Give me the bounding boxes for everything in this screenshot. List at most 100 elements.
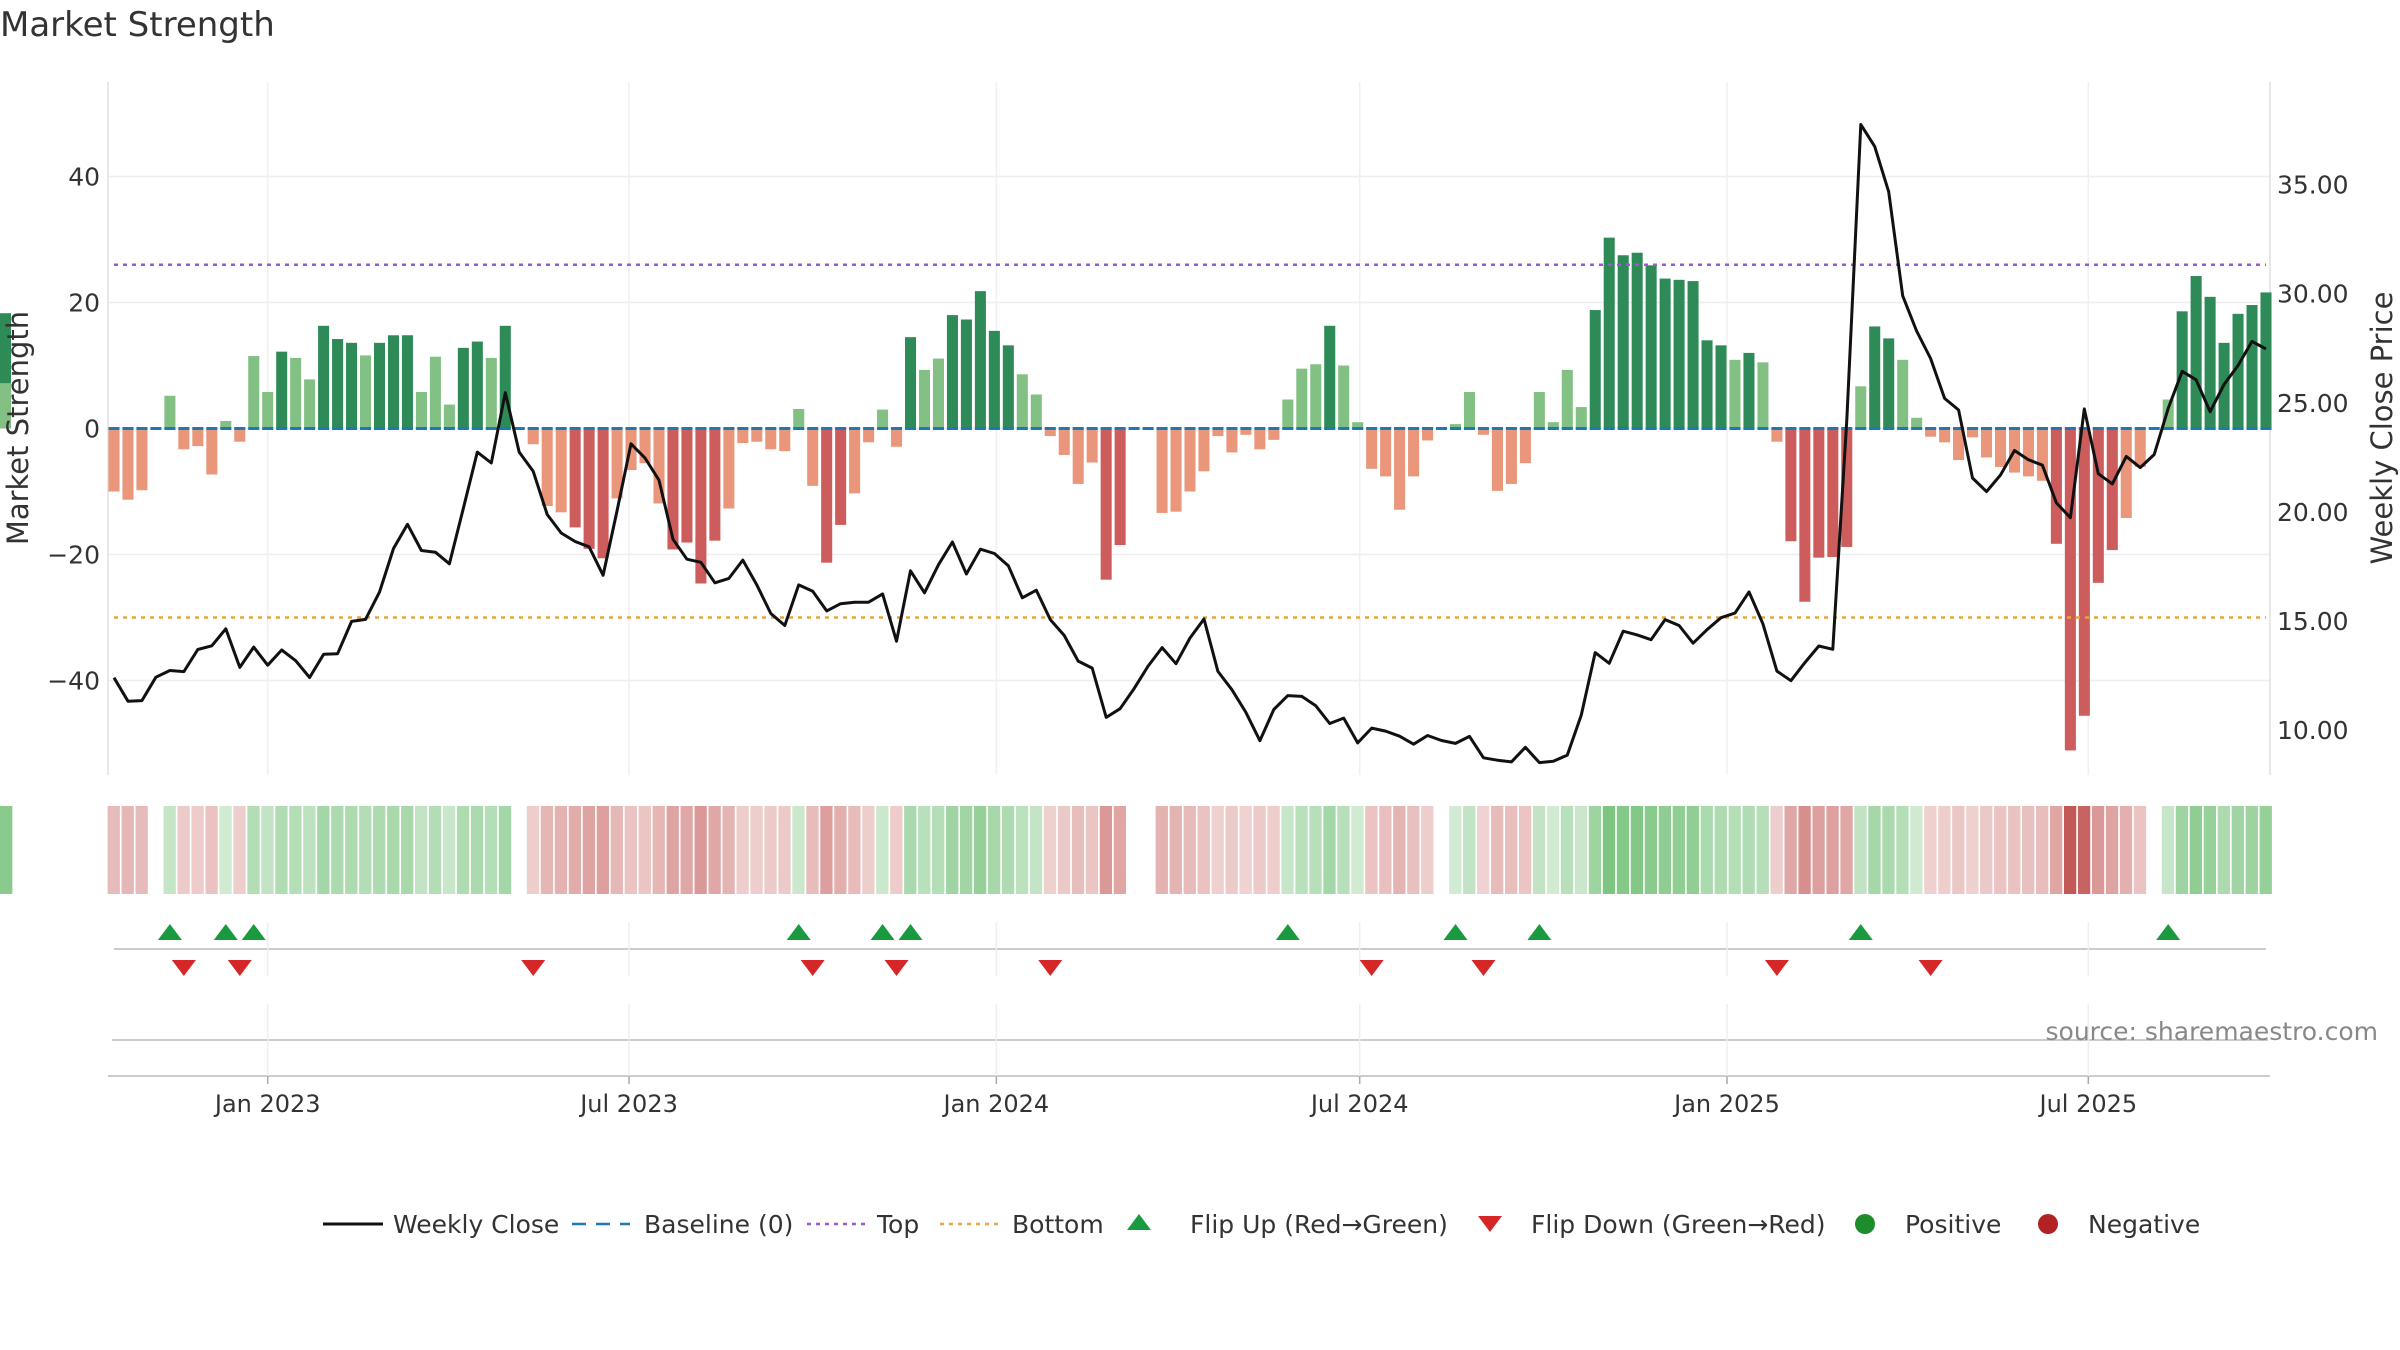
strength-bar bbox=[1757, 362, 1769, 429]
flip-up-marker bbox=[786, 924, 811, 940]
legend-positive[interactable]: Positive bbox=[1855, 1210, 2001, 1239]
legend-baseline[interactable]: Baseline (0) bbox=[572, 1210, 793, 1239]
strength-bar bbox=[0, 313, 12, 429]
strip-cell bbox=[568, 806, 582, 894]
strength-bar bbox=[1645, 265, 1657, 429]
strength-bar bbox=[723, 428, 735, 509]
strip-cell bbox=[1952, 806, 1965, 894]
strength-bar bbox=[443, 404, 455, 429]
strip-cell bbox=[191, 806, 204, 894]
strip-cell bbox=[778, 806, 791, 894]
dot-grid bbox=[266, 1004, 2090, 1076]
strength-bar bbox=[681, 428, 693, 543]
strip-cell bbox=[1351, 806, 1364, 894]
strength-bar bbox=[1701, 340, 1713, 429]
strip-cell bbox=[1798, 806, 1811, 894]
strength-bar bbox=[332, 339, 344, 429]
strip-cell bbox=[554, 806, 568, 894]
strength-bar bbox=[583, 428, 595, 549]
strip-cell bbox=[1505, 806, 1518, 894]
strip-cell bbox=[2217, 806, 2230, 894]
strip-cell bbox=[1449, 806, 1462, 894]
left-y-tick-label: 20 bbox=[68, 289, 100, 318]
right-y-tick-label: 25.00 bbox=[2277, 389, 2349, 418]
strip-cell bbox=[1770, 806, 1783, 894]
strip-cell bbox=[764, 806, 777, 894]
strip-cell bbox=[987, 806, 1001, 894]
strip-cell bbox=[876, 806, 889, 894]
strip-cell bbox=[1924, 806, 1937, 894]
strip-cell bbox=[2245, 806, 2258, 894]
strip-cell bbox=[1854, 806, 1867, 894]
strength-bar bbox=[1030, 394, 1042, 429]
strip-cell bbox=[0, 806, 13, 894]
strip-cell bbox=[792, 806, 805, 894]
strip-cell bbox=[1127, 806, 1141, 894]
strip-cell bbox=[1686, 806, 1699, 894]
strength-bar bbox=[932, 358, 944, 429]
strip-cell bbox=[610, 806, 623, 894]
strip-cell bbox=[1099, 806, 1113, 894]
legend-flip-up[interactable]: Flip Up (Red→Green) bbox=[1127, 1210, 1448, 1239]
legend-bottom[interactable]: Bottom bbox=[940, 1210, 1104, 1239]
legend-negative[interactable]: Negative bbox=[2038, 1210, 2200, 1239]
strength-bar bbox=[1519, 428, 1531, 464]
strip-cell bbox=[1001, 806, 1015, 894]
strip-cell bbox=[1435, 806, 1448, 894]
left-y-tick-label: −40 bbox=[47, 667, 100, 696]
flip-down-marker bbox=[521, 960, 546, 976]
strip-cell bbox=[2036, 806, 2049, 894]
strength-bar bbox=[1184, 428, 1196, 492]
strength-bar bbox=[737, 428, 749, 443]
legend-top[interactable]: Top bbox=[807, 1210, 919, 1239]
right-y-tick-label: 20.00 bbox=[2277, 498, 2349, 527]
strength-bar bbox=[527, 428, 539, 445]
legend-baseline-label: Baseline (0) bbox=[644, 1210, 793, 1239]
legend-weekly-close[interactable]: Weekly Close bbox=[323, 1210, 559, 1239]
strength-bar bbox=[1785, 428, 1797, 542]
flip-down-marker bbox=[1359, 960, 1384, 976]
strength-bar bbox=[192, 428, 204, 447]
strength-bar bbox=[1813, 428, 1825, 558]
strip-cell bbox=[1672, 806, 1685, 894]
strip-cell bbox=[946, 806, 959, 894]
strength-bar bbox=[877, 409, 889, 429]
strip-cell bbox=[1756, 806, 1769, 894]
strip-cell bbox=[1015, 806, 1029, 894]
strip-cell bbox=[442, 806, 456, 894]
strength-bar bbox=[1673, 279, 1685, 429]
right-y-tick-label: 10.00 bbox=[2277, 716, 2349, 745]
strip-cell bbox=[261, 806, 274, 894]
strength-bar bbox=[2106, 428, 2118, 551]
strip-cell bbox=[2189, 806, 2203, 894]
strength-bar bbox=[639, 428, 651, 464]
strip-cell bbox=[1407, 806, 1420, 894]
strength-bar bbox=[2134, 428, 2146, 467]
strength-bar bbox=[2092, 428, 2104, 583]
legend-flip-down[interactable]: Flip Down (Green→Red) bbox=[1478, 1210, 1826, 1239]
strip-cell bbox=[163, 806, 176, 894]
strength-bar bbox=[1827, 428, 1839, 558]
strength-bar bbox=[1715, 345, 1727, 429]
chart-title: Market Strength bbox=[0, 5, 275, 45]
left-y-tick-label: 0 bbox=[84, 415, 100, 444]
strip-cell bbox=[1295, 806, 1308, 894]
strength-bar bbox=[401, 335, 413, 429]
flip-down-marker bbox=[1918, 960, 1943, 976]
strip-cell bbox=[2203, 806, 2217, 894]
flip-panel bbox=[114, 922, 2266, 976]
strip-cell bbox=[303, 806, 316, 894]
strength-bar bbox=[695, 428, 707, 584]
strength-bar bbox=[2078, 428, 2090, 716]
strength-bar bbox=[2260, 292, 2272, 429]
left-y-tick-label: −20 bbox=[47, 541, 100, 570]
flip-down-marker bbox=[171, 960, 196, 976]
strength-bar bbox=[779, 428, 791, 452]
strip-cell bbox=[1644, 806, 1658, 894]
strip-cell bbox=[415, 806, 428, 894]
strip-cell bbox=[1658, 806, 1672, 894]
strip-cell bbox=[960, 806, 973, 894]
strip-cell bbox=[1323, 806, 1336, 894]
strength-bar bbox=[1925, 428, 1937, 437]
strength-bar bbox=[1198, 428, 1210, 472]
